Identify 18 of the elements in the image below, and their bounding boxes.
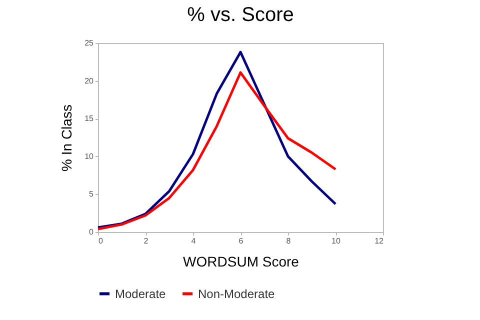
y-tick-label: 10 [84,152,94,161]
x-tick-label: 6 [238,236,244,246]
x-tick-label: 10 [332,236,341,246]
y-tick-label: 20 [84,76,94,86]
x-tick-label: 8 [286,236,292,246]
y-tick-label: 5 [89,190,94,199]
x-tick-label: 12 [374,236,384,246]
y-tick-label: 15 [84,114,94,124]
x-tick-label: 2 [144,236,149,246]
y-tick-label: 0 [89,228,94,236]
y-axis-title: % In Class [58,104,75,172]
x-tick-label: 0 [98,236,104,246]
y-tick-label: 25 [84,38,94,48]
x-axis-title: WORDSUM Score [183,254,300,270]
legend-label: Non-Moderate [198,286,276,301]
chart-title: % vs. Score [187,4,294,26]
legend-label: Moderate [115,286,166,301]
x-tick-label: 4 [191,236,196,246]
